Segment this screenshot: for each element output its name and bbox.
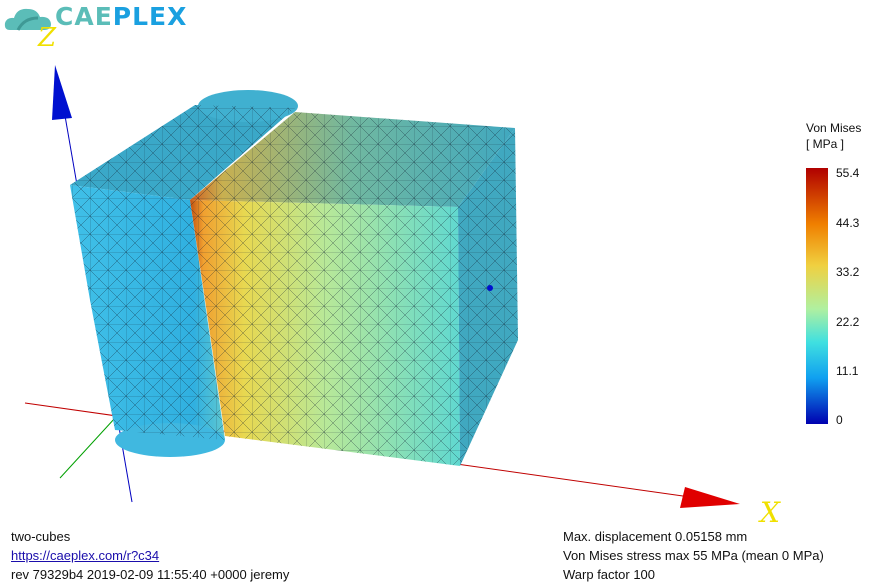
revision-info: rev 79329b4 2019-02-09 11:55:40 +0000 je… [11, 567, 290, 582]
z-axis-label: Z [37, 23, 57, 53]
model-name: two-cubes [11, 529, 71, 544]
colorbar [806, 168, 828, 424]
colorbar-tick: 11.1 [836, 364, 859, 378]
probe-point [487, 285, 493, 291]
footer-left: two-cubes https://caeplex.com/r?c34 rev … [11, 527, 289, 584]
logo: CAEPLEX [55, 2, 188, 31]
footer-right: Max. displacement 0.05158 mm Von Mises s… [563, 527, 824, 584]
logo-cloud-icon [4, 8, 51, 31]
colorbar-tick: 44.3 [836, 216, 860, 230]
colorbar-tick: 55.4 [836, 166, 860, 180]
y-axis-line [59, 417, 116, 479]
colorbar-tick: 22.2 [836, 315, 860, 329]
fem-viewport[interactable]: X Z [0, 0, 875, 525]
stress-summary: Von Mises stress max 55 MPa (mean 0 MPa) [563, 548, 824, 563]
colorbar-tick: 0 [836, 413, 843, 427]
colorbar-tick: 33.2 [836, 265, 860, 279]
x-axis-arrow [680, 487, 740, 508]
z-axis-arrow [52, 65, 72, 120]
max-displacement: Max. displacement 0.05158 mm [563, 529, 748, 544]
colorbar-title: Von Mises [ MPa ] [806, 121, 862, 151]
x-axis-label: X [758, 496, 781, 525]
warp-factor: Warp factor 100 [563, 567, 656, 582]
case-link[interactable]: https://caeplex.com/r?c34 [11, 548, 160, 563]
